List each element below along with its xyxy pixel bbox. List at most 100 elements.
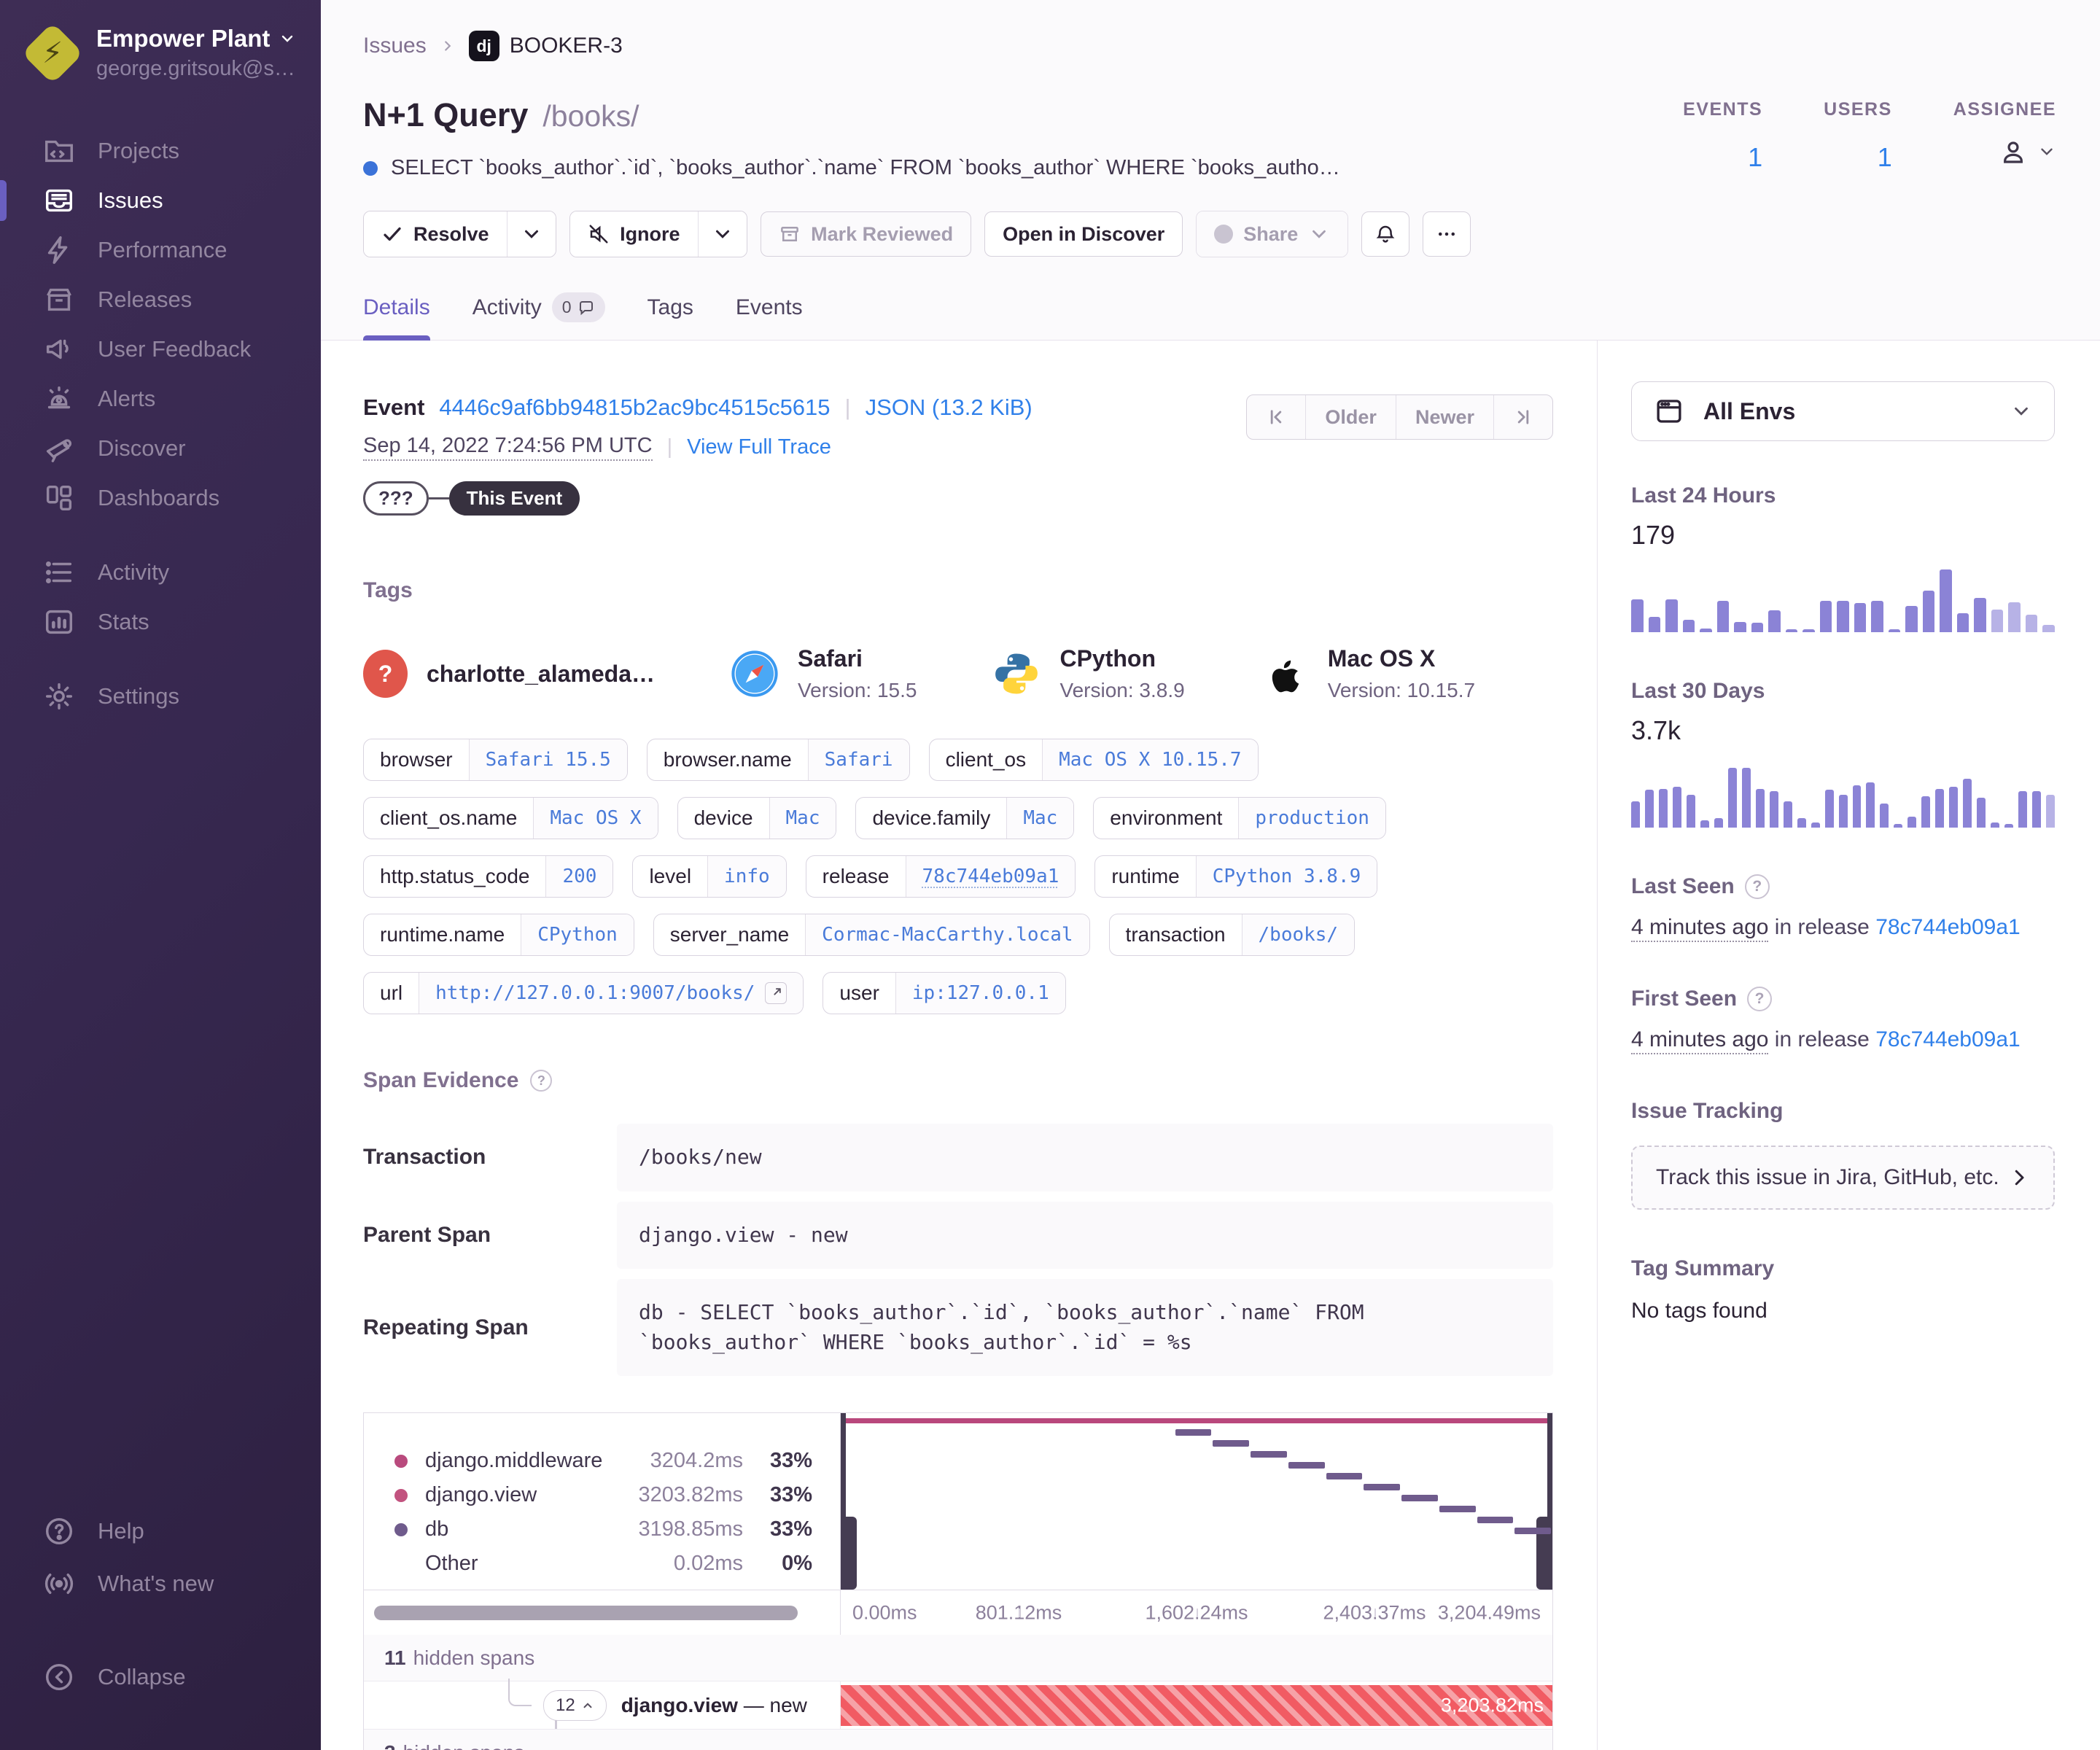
sidebar-item-issues[interactable]: Issues	[0, 176, 321, 225]
sidebar-footer-collapse[interactable]: Collapse	[0, 1651, 321, 1703]
tag-value[interactable]: 200	[545, 856, 613, 897]
context-item-safari[interactable]: Safari Version: 15.5	[731, 645, 917, 702]
event-id-link[interactable]: 4446c9af6bb94815b2ac9bc4515c5615	[439, 394, 831, 420]
subscribe-bell-button[interactable]	[1361, 211, 1410, 257]
tag-value[interactable]: Mac	[769, 798, 836, 839]
chart-bar	[2025, 614, 2038, 632]
collapse-children-badge[interactable]: 12	[543, 1689, 607, 1721]
newer-event-button[interactable]: Newer	[1395, 395, 1493, 439]
activity-icon	[45, 561, 72, 583]
minimap-span-bar	[1213, 1440, 1250, 1447]
context-summary: ? charlotte_alameda… Safari Version: 15.5 CP…	[363, 645, 1553, 702]
tab-details[interactable]: Details	[363, 292, 430, 341]
event-pagination: Older Newer	[1246, 394, 1553, 440]
tag-pills: browser Safari 15.5 browser.name Safari clie…	[363, 739, 1553, 1014]
sidebar-item-releases[interactable]: Releases	[0, 275, 321, 324]
release-link[interactable]: 78c744eb09a1	[1875, 915, 2021, 939]
sidebar-item-dashboards[interactable]: Dashboards	[0, 473, 321, 523]
sidebar-item-settings[interactable]: Settings	[0, 672, 321, 721]
sidebar-item-projects[interactable]: Projects	[0, 126, 321, 176]
scrollbar-thumb[interactable]	[374, 1605, 798, 1620]
minimap-right-handle[interactable]	[1536, 1413, 1552, 1590]
tag-value[interactable]: info	[707, 856, 786, 897]
tag-value[interactable]: Mac OS X 10.15.7	[1042, 739, 1258, 780]
help-circle-icon[interactable]: ?	[1747, 987, 1773, 1011]
help-circle-icon[interactable]: ?	[530, 1070, 553, 1092]
tag-key: environment	[1110, 806, 1223, 829]
oldest-event-button[interactable]	[1247, 395, 1305, 439]
chart-bar	[1905, 605, 1918, 632]
tag-value[interactable]: Cormac-MacCarthy.local	[805, 914, 1089, 955]
breadcrumb-issues[interactable]: Issues	[363, 34, 427, 58]
sidebar-footer-help[interactable]: Help	[0, 1505, 321, 1558]
breadcrumb-project[interactable]: dj BOOKER-3	[468, 31, 623, 61]
sidebar-item-label: Issues	[98, 187, 163, 213]
chart-bar	[2046, 795, 2056, 828]
track-issue-button[interactable]: Track this issue in Jira, GitHub, etc.	[1631, 1146, 2055, 1210]
tag-key: http.status_code	[380, 865, 530, 887]
resolve-dropdown-button[interactable]	[508, 211, 556, 257]
context-item-mac-os-x[interactable]: Mac OS X Version: 10.15.7	[1261, 645, 1475, 702]
assignee-selector[interactable]	[1953, 136, 2056, 167]
chart-bar	[1797, 818, 1806, 828]
sidebar-item-alerts[interactable]: Alerts	[0, 374, 321, 424]
tab-activity[interactable]: Activity 0	[472, 292, 605, 340]
more-actions-button[interactable]	[1423, 211, 1471, 257]
performance-icon	[47, 236, 68, 264]
tag-value[interactable]: Mac OS X	[533, 798, 658, 839]
chart-bar	[1716, 601, 1730, 632]
minimap-left-handle[interactable]	[841, 1413, 857, 1590]
unknown-trace-pill[interactable]: ???	[363, 481, 429, 516]
sidebar-item-performance[interactable]: Performance	[0, 225, 321, 275]
mark-reviewed-button[interactable]: Mark Reviewed	[761, 211, 972, 257]
tag-pill-transaction: transaction/books/	[1108, 914, 1356, 956]
chart-bar	[1977, 797, 1986, 828]
users-count[interactable]: 1	[1877, 142, 1892, 172]
chart-bar	[1888, 629, 1901, 632]
chart-bar	[1631, 599, 1644, 632]
tab-events[interactable]: Events	[736, 292, 803, 340]
sidebar-item-stats[interactable]: Stats	[0, 597, 321, 647]
hidden-spans-row-above[interactable]: 11 hidden spans	[364, 1635, 1552, 1682]
context-item-charlotte-alameda-[interactable]: ? charlotte_alameda…	[363, 650, 655, 698]
ignore-button[interactable]: Ignore	[570, 211, 698, 257]
projects-icon	[45, 140, 73, 163]
tab-tags[interactable]: Tags	[648, 292, 693, 340]
legend-op-name: db	[425, 1517, 449, 1541]
share-button[interactable]: Share	[1197, 211, 1348, 257]
sidebar-item-activity[interactable]: Activity	[0, 548, 321, 597]
tag-key: url	[380, 981, 403, 1004]
newest-event-button[interactable]	[1493, 395, 1552, 439]
environment-selector[interactable]: All Envs	[1631, 381, 2055, 441]
hidden-spans-row-inner[interactable]: 3hidden spans	[364, 1730, 1552, 1750]
parent-span-bar-cell[interactable]: 3,203.82ms	[841, 1681, 1552, 1729]
tag-value[interactable]: Safari 15.5	[468, 739, 627, 780]
tag-value[interactable]: Safari	[807, 739, 909, 780]
tag-value[interactable]: CPython	[521, 914, 634, 955]
tag-key: device	[693, 806, 753, 829]
events-count[interactable]: 1	[1748, 142, 1763, 172]
tag-value[interactable]: http://127.0.0.1:9007/books/	[419, 973, 804, 1014]
context-item-cpython[interactable]: CPython Version: 3.8.9	[992, 645, 1185, 702]
resolve-button[interactable]: Resolve	[364, 211, 507, 257]
tag-value[interactable]: Mac	[1006, 798, 1074, 839]
ignore-dropdown-button[interactable]	[699, 211, 747, 257]
org-switcher[interactable]: ⚡︎ Empower Plant george.gritsouk@s…	[0, 22, 321, 84]
event-json-link[interactable]: JSON (13.2 KiB)	[865, 394, 1032, 420]
older-event-button[interactable]: Older	[1305, 395, 1396, 439]
open-in-discover-button[interactable]: Open in Discover	[984, 211, 1183, 257]
sidebar-footer-what-s-new[interactable]: What's new	[0, 1558, 321, 1610]
release-link[interactable]: 78c744eb09a1	[1875, 1027, 2021, 1051]
help-circle-icon[interactable]: ?	[1744, 874, 1770, 899]
sidebar-item-discover[interactable]: Discover	[0, 424, 321, 473]
tag-value[interactable]: production	[1238, 798, 1385, 839]
tag-value[interactable]: 78c744eb09a1	[905, 856, 1076, 897]
chart-bar	[1854, 603, 1867, 632]
sidebar-item-user-feedback[interactable]: User Feedback	[0, 324, 321, 374]
tag-value[interactable]: ip:127.0.0.1	[895, 973, 1065, 1014]
tag-value[interactable]: /books/	[1241, 914, 1355, 955]
trace-minimap[interactable]	[841, 1413, 1552, 1590]
tag-value[interactable]: CPython 3.8.9	[1195, 856, 1377, 897]
issue-tracking-label: Issue Tracking	[1631, 1099, 1784, 1123]
view-full-trace-link[interactable]: View Full Trace	[687, 435, 831, 459]
